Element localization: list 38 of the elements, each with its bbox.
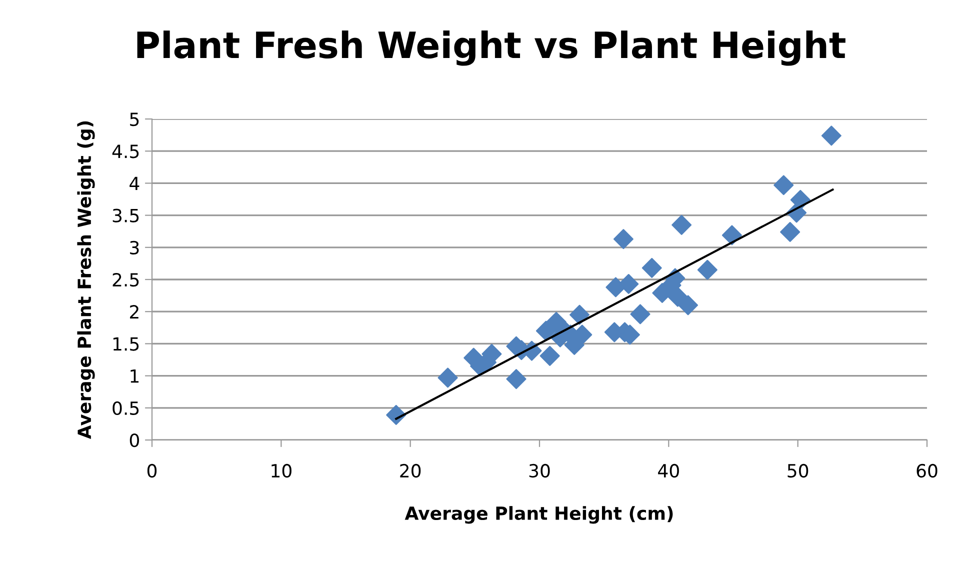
point xyxy=(630,304,650,324)
y-tick-label: 5 xyxy=(130,112,139,126)
point xyxy=(672,214,692,235)
x-tick-label: 20 xyxy=(400,464,421,478)
y-tick-label: 1.5 xyxy=(113,337,139,351)
point xyxy=(642,258,662,278)
x-tick-label: 0 xyxy=(147,464,157,478)
point xyxy=(774,175,794,196)
y-tick-label: 3.5 xyxy=(112,208,139,222)
y-tick-label: 3 xyxy=(130,240,139,255)
y-tick-label: 1 xyxy=(130,369,139,383)
point xyxy=(438,368,458,388)
x-tick-label: 40 xyxy=(658,464,679,478)
x-axis-title: Average Plant Height (cm) xyxy=(404,506,673,524)
point xyxy=(540,346,560,366)
point xyxy=(722,225,742,246)
y-axis-title: Average Plant Fresh Weight (g) xyxy=(77,121,95,440)
chart-title: Plant Fresh Weight vs Plant Height xyxy=(137,30,846,66)
x-tick-label: 60 xyxy=(916,464,938,478)
point xyxy=(668,286,688,307)
y-tick-label: 2.5 xyxy=(112,272,139,287)
point xyxy=(697,260,718,280)
y-tick-label: 2 xyxy=(130,305,138,318)
x-tick-label: 50 xyxy=(788,464,808,478)
x-tick-label: 30 xyxy=(529,464,550,478)
point xyxy=(821,126,842,146)
x-tick-label: 10 xyxy=(272,464,292,478)
point xyxy=(780,222,800,242)
point xyxy=(570,304,590,325)
y-tick-label: 4.5 xyxy=(112,144,139,158)
point xyxy=(678,295,698,316)
point xyxy=(613,229,634,250)
point xyxy=(618,274,639,294)
point xyxy=(536,320,556,341)
y-tick-label: 4 xyxy=(130,176,140,190)
y-tick-label: 0.5 xyxy=(112,401,139,416)
point xyxy=(506,369,526,390)
y-tick-label: 0 xyxy=(130,433,139,448)
